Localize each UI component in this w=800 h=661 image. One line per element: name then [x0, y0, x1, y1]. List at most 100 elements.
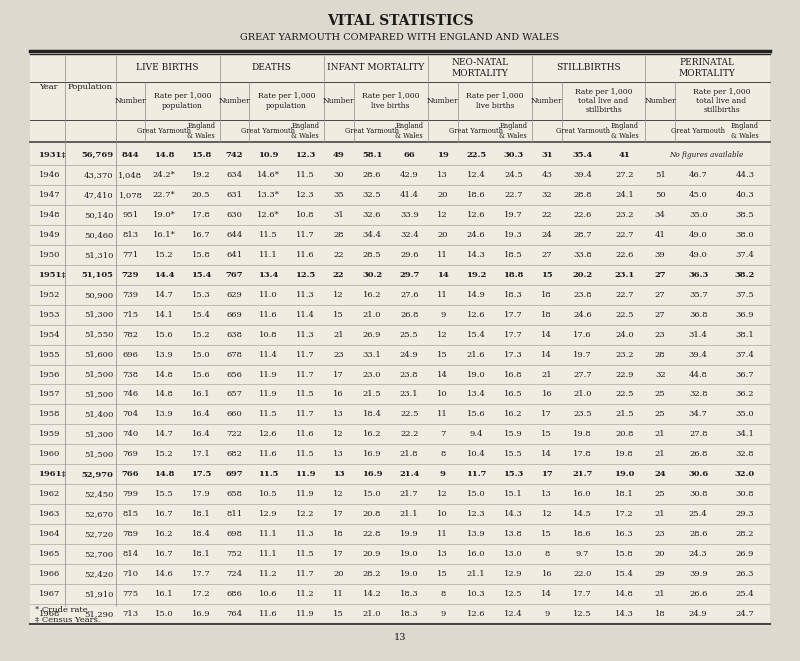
Text: 52,720: 52,720	[85, 530, 114, 538]
Text: 12: 12	[334, 490, 344, 498]
Text: 37.4: 37.4	[735, 350, 754, 358]
Text: 11.5: 11.5	[258, 471, 278, 479]
Text: 15.6: 15.6	[467, 410, 486, 418]
Text: 11: 11	[438, 410, 448, 418]
Text: 14.3: 14.3	[466, 251, 486, 258]
Text: 12: 12	[334, 430, 344, 438]
Text: 11.1: 11.1	[258, 251, 278, 258]
Text: 15.0: 15.0	[467, 490, 486, 498]
Text: Number: Number	[218, 97, 250, 105]
Text: 14.6: 14.6	[154, 570, 174, 578]
Text: 18.1: 18.1	[192, 510, 210, 518]
Text: 39.9: 39.9	[689, 570, 708, 578]
Text: 13: 13	[394, 633, 406, 642]
Text: 36.7: 36.7	[735, 371, 754, 379]
Text: 27.7: 27.7	[574, 371, 592, 379]
Text: 35.7: 35.7	[689, 291, 708, 299]
Text: 14: 14	[437, 271, 449, 279]
Text: 32: 32	[542, 191, 552, 199]
Text: 18.6: 18.6	[574, 530, 592, 538]
Text: 20.8: 20.8	[363, 510, 382, 518]
Text: 32.8: 32.8	[735, 450, 754, 458]
Text: 11.5: 11.5	[296, 450, 314, 458]
Text: 12: 12	[438, 490, 448, 498]
Text: 28.6: 28.6	[363, 171, 382, 179]
Text: 19.9: 19.9	[400, 530, 418, 538]
Text: 11.5: 11.5	[258, 410, 278, 418]
Text: 14.8: 14.8	[615, 590, 634, 598]
Text: 11.6: 11.6	[258, 311, 278, 319]
Text: 11.5: 11.5	[296, 550, 314, 558]
Text: 51,550: 51,550	[84, 330, 114, 338]
Text: 631: 631	[226, 191, 242, 199]
Text: 771: 771	[122, 251, 138, 258]
Text: 34.4: 34.4	[362, 231, 382, 239]
Text: 22.5: 22.5	[466, 151, 486, 159]
Text: 641: 641	[226, 251, 242, 258]
Text: 678: 678	[226, 350, 242, 358]
Text: 1959: 1959	[38, 430, 60, 438]
Text: 32.6: 32.6	[363, 211, 382, 219]
Text: 22.7*: 22.7*	[153, 191, 175, 199]
Text: 17: 17	[334, 510, 344, 518]
Text: 25: 25	[655, 490, 666, 498]
Text: 11.2: 11.2	[258, 570, 278, 578]
Text: 814: 814	[122, 550, 138, 558]
Text: 11.9: 11.9	[295, 471, 315, 479]
Text: 7: 7	[440, 430, 446, 438]
Text: 17.5: 17.5	[191, 471, 211, 479]
Text: 19: 19	[437, 151, 449, 159]
Text: 22.8: 22.8	[363, 530, 382, 538]
Text: 13.0: 13.0	[504, 550, 522, 558]
Text: 14: 14	[542, 350, 552, 358]
Text: 9: 9	[440, 311, 446, 319]
Text: 22.5: 22.5	[615, 391, 634, 399]
Text: 746: 746	[122, 391, 138, 399]
Text: 17.1: 17.1	[192, 450, 210, 458]
Text: 32: 32	[655, 371, 666, 379]
Text: 30: 30	[334, 171, 344, 179]
Text: 51,500: 51,500	[84, 450, 114, 458]
Text: 19.0: 19.0	[400, 550, 418, 558]
Text: 739: 739	[122, 291, 138, 299]
Text: 33.1: 33.1	[362, 350, 382, 358]
Text: 14.6*: 14.6*	[257, 171, 279, 179]
Text: 13.9: 13.9	[467, 530, 486, 538]
Text: 13: 13	[542, 490, 552, 498]
Text: Great Yarmouth: Great Yarmouth	[241, 127, 295, 135]
Text: 49.0: 49.0	[689, 231, 708, 239]
Text: 1960: 1960	[38, 450, 60, 458]
Text: 11.7: 11.7	[296, 570, 314, 578]
Text: 18: 18	[542, 311, 552, 319]
Text: 21.7: 21.7	[573, 471, 593, 479]
Text: 14: 14	[542, 590, 552, 598]
Text: 17.7: 17.7	[504, 330, 522, 338]
Text: 34: 34	[654, 211, 666, 219]
Text: 19.7: 19.7	[574, 350, 592, 358]
Text: 25: 25	[655, 410, 666, 418]
Text: 24.6: 24.6	[467, 231, 486, 239]
Text: 24: 24	[654, 471, 666, 479]
Text: 17: 17	[334, 550, 344, 558]
Text: 1948: 1948	[38, 211, 60, 219]
Text: 41.4: 41.4	[400, 191, 418, 199]
Text: 11.7: 11.7	[296, 350, 314, 358]
Text: 51,500: 51,500	[84, 371, 114, 379]
Text: 56,769: 56,769	[82, 151, 114, 159]
Text: 8: 8	[544, 550, 550, 558]
Text: 30.8: 30.8	[735, 490, 754, 498]
Text: 32.4: 32.4	[400, 231, 418, 239]
Text: * Crude rate.: * Crude rate.	[35, 606, 90, 614]
Text: Number: Number	[531, 97, 562, 105]
Text: 16.3: 16.3	[615, 530, 634, 538]
Text: 32.8: 32.8	[689, 391, 708, 399]
Text: 35.0: 35.0	[735, 410, 754, 418]
Text: 12.9: 12.9	[504, 570, 522, 578]
Text: 15.8: 15.8	[192, 251, 210, 258]
Text: 1965: 1965	[38, 550, 60, 558]
Text: 12.2: 12.2	[296, 510, 314, 518]
Text: Number: Number	[427, 97, 458, 105]
Text: 682: 682	[226, 450, 242, 458]
Text: 16.8: 16.8	[504, 371, 522, 379]
Text: 38.5: 38.5	[735, 211, 754, 219]
